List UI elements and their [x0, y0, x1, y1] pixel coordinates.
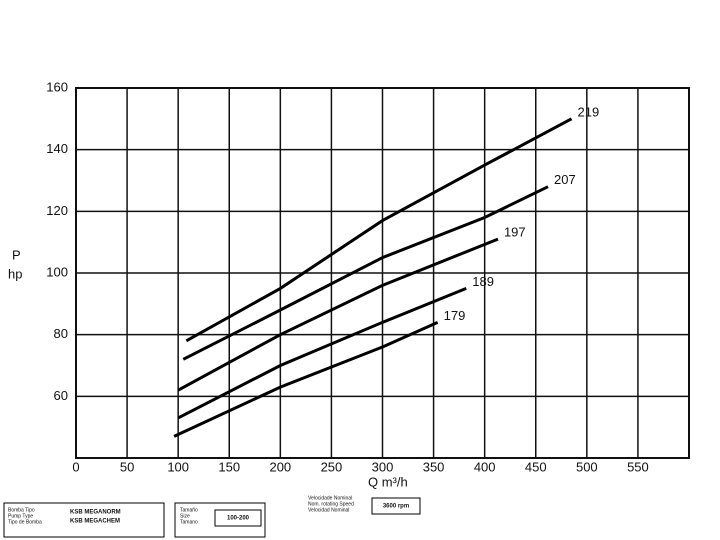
footer-box [3, 502, 165, 538]
x-tick-label: 350 [423, 459, 445, 474]
footer-box [371, 497, 421, 515]
x-tick-label: 450 [525, 459, 547, 474]
footer-label: Velocidade Nominal [308, 495, 352, 501]
x-tick-label: 300 [372, 459, 394, 474]
series-label: 207 [554, 172, 576, 187]
x-tick-label: 200 [269, 459, 291, 474]
footer-value: KSB MEGANORM [70, 510, 121, 516]
footer-label: Tamaño [180, 507, 198, 513]
y-axis-label: P [12, 247, 21, 262]
footer-label: Velocidad Nominal [308, 507, 349, 513]
x-tick-label: 500 [576, 459, 598, 474]
footer-label: Bomba Tipo [8, 507, 35, 513]
x-tick-label: 50 [120, 459, 134, 474]
y-tick-label: 80 [54, 326, 68, 341]
footer: Bomba Tipo Pump Type Tipo de Bomba KSB M… [3, 495, 421, 538]
x-tick-label: 100 [167, 459, 189, 474]
y-tick-label: 100 [46, 264, 68, 279]
y-tick-label: 140 [46, 141, 68, 156]
series-line [185, 117, 573, 343]
footer-value: KSB MEGACHEM [70, 519, 120, 525]
series-label: 179 [444, 308, 466, 323]
series-line [177, 237, 499, 392]
series-label: 189 [472, 274, 494, 289]
footer-box [174, 502, 266, 538]
x-axis-label: Q m³/h [368, 474, 408, 489]
x-tick-label: 0 [72, 459, 79, 474]
series-label: 219 [578, 104, 600, 119]
footer-value: 100-200 [227, 516, 250, 522]
footer-label: Tipo de Bomba [8, 519, 42, 525]
footer-label: Size [180, 513, 190, 519]
x-tick-label: 550 [627, 459, 649, 474]
y-axis-unit: hp [8, 266, 22, 281]
series-label: 197 [504, 225, 526, 240]
x-tick-label: 250 [321, 459, 343, 474]
y-tick-label: 160 [46, 79, 68, 94]
y-tick-label: 60 [54, 388, 68, 403]
series-line [177, 287, 467, 420]
footer-label: Pump Type [8, 513, 33, 519]
x-tick-label: 400 [474, 459, 496, 474]
footer-box [214, 509, 262, 527]
series-line [173, 320, 439, 438]
footer-label: Tamano [180, 519, 198, 525]
series-line [182, 185, 549, 361]
footer-value: 3600 rpm [383, 504, 409, 510]
x-tick-label: 150 [218, 459, 240, 474]
footer-label: Nom. rotating Speed [308, 501, 354, 507]
y-tick-label: 120 [46, 203, 68, 218]
